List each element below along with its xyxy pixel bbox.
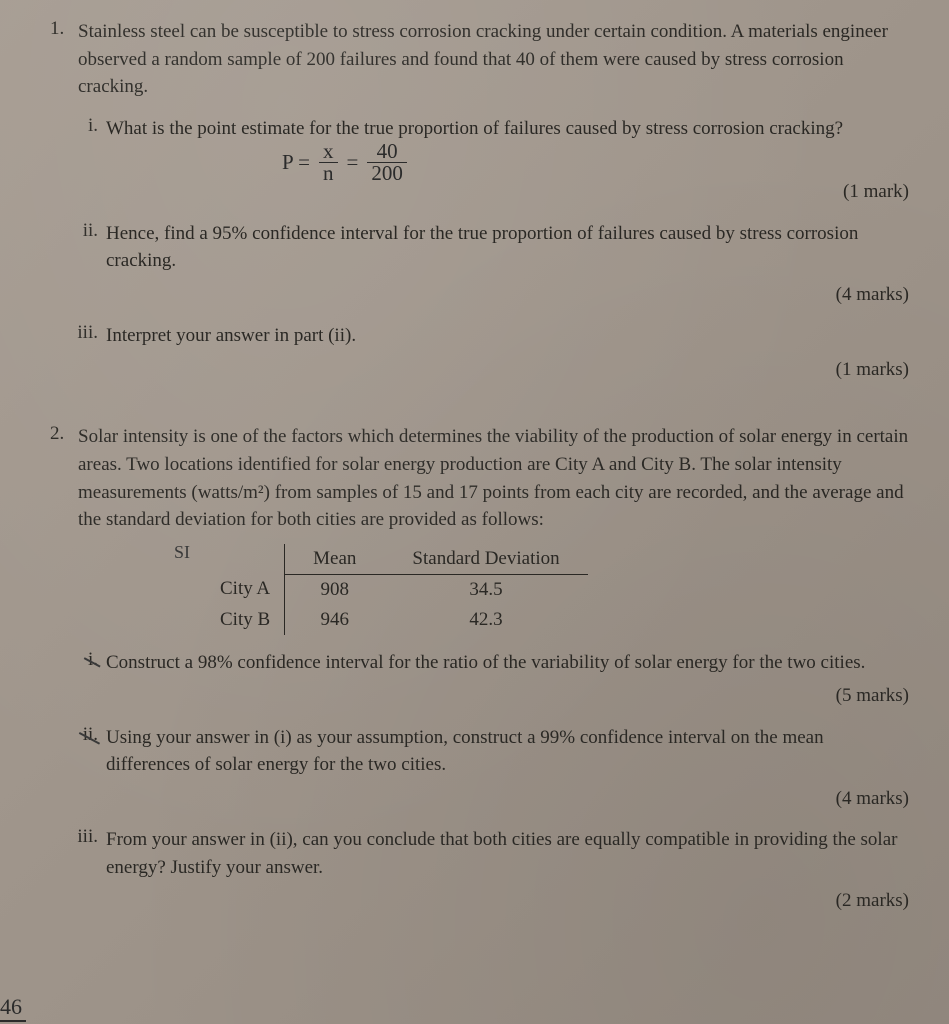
th-mean: Mean [285,544,385,575]
q2-part-iii: iii. From your answer in (ii), can you c… [72,826,909,915]
q2-body: Solar intensity is one of the factors wh… [78,423,909,533]
cell-cityB-sd: 42.3 [384,605,587,635]
cell-cityA-mean: 908 [285,574,385,605]
q1-iii-text-wrap: Interpret your answer in part (ii). (1 m… [106,322,909,383]
q1-header: 1. Stainless steel can be susceptible to… [50,18,909,101]
q2-i-number: i. [72,649,106,710]
q1-part-iii: iii. Interpret your answer in part (ii).… [72,322,909,383]
q2-i-marks: (5 marks) [106,682,909,710]
hand-lhs: P = [282,147,310,177]
q1-iii-text: Interpret your answer in part (ii). [106,325,356,346]
question-1: 1. Stainless steel can be susceptible to… [50,18,909,383]
q2-ii-text-wrap: Using your answer in (i) as your assumpt… [106,724,909,813]
q1-i-text: What is the point estimate for the true … [106,118,843,139]
table-row: City B 946 42.3 [210,605,588,635]
q1-i-marks: (1 mark) [106,178,909,206]
question-2: 2. Solar intensity is one of the factors… [50,423,909,915]
q1-iii-marks: (1 marks) [106,356,909,384]
q1-i-text-wrap: What is the point estimate for the true … [106,115,909,206]
q1-number: 1. [50,18,78,101]
q2-iii-text-wrap: From your answer in (ii), can you conclu… [106,826,909,915]
q2-table-wrap: SI Mean Standard Deviation City A 908 34… [50,544,909,635]
hand-frac1-d: n [319,163,338,184]
table-header-row: Mean Standard Deviation [210,544,588,575]
q1-ii-text-wrap: Hence, find a 95% confidence interval fo… [106,220,909,309]
hand-frac2-d: 200 [367,163,407,184]
q2-part-ii: ii. Using your answer in (i) as your ass… [72,724,909,813]
q2-i-text-wrap: Construct a 98% confidence interval for … [106,649,909,710]
cell-cityB-mean: 946 [285,605,385,635]
q2-number: 2. [50,423,78,533]
q2-part-i: i. Construct a 98% confidence interval f… [72,649,909,710]
q1-part-i: i. What is the point estimate for the tr… [72,115,909,206]
q2-i-text: Construct a 98% confidence interval for … [106,652,865,673]
q2-iii-number: iii. [72,826,106,915]
q1-ii-marks: (4 marks) [106,281,909,309]
hand-frac-2: 40 200 [367,141,407,184]
q2-iii-text: From your answer in (ii), can you conclu… [106,829,897,878]
q1-body: Stainless steel can be susceptible to st… [78,18,909,101]
q1-iii-number: iii. [72,322,106,383]
q2-ii-number: ii. [72,724,106,813]
q2-header: 2. Solar intensity is one of the factors… [50,423,909,533]
q2-ii-marks: (4 marks) [106,785,909,813]
q2-iii-marks: (2 marks) [106,887,909,915]
q2-ii-text: Using your answer in (i) as your assumpt… [106,727,824,776]
th-blank [210,544,285,575]
cell-cityA-sd: 34.5 [384,574,587,605]
hand-frac1-n: x [319,141,338,163]
q1-i-handwritten-formula: P = x n = 40 200 [282,141,410,184]
th-sd: Standard Deviation [384,544,587,575]
cell-cityA-label: City A [210,574,285,605]
q2-i-num-strike: i. [88,649,98,671]
q1-ii-text: Hence, find a 95% confidence interval fo… [106,223,858,272]
q2-stat-table: Mean Standard Deviation City A 908 34.5 … [210,544,588,635]
q1-part-ii: ii. Hence, find a 95% confidence interva… [72,220,909,309]
exam-page: 1. Stainless steel can be susceptible to… [0,0,949,1024]
hand-frac-1: x n [319,141,338,184]
q1-ii-number: ii. [72,220,106,309]
cell-cityB-label: City B [210,605,285,635]
table-row: City A 908 34.5 [210,574,588,605]
hand-eq: = [347,147,359,177]
q2-table-hand-label: SI [174,542,190,563]
corner-handwriting: 46 [0,994,26,1022]
q1-i-number: i. [72,115,106,206]
hand-frac2-n: 40 [367,141,407,163]
q2-ii-num-strike: ii. [83,724,98,746]
